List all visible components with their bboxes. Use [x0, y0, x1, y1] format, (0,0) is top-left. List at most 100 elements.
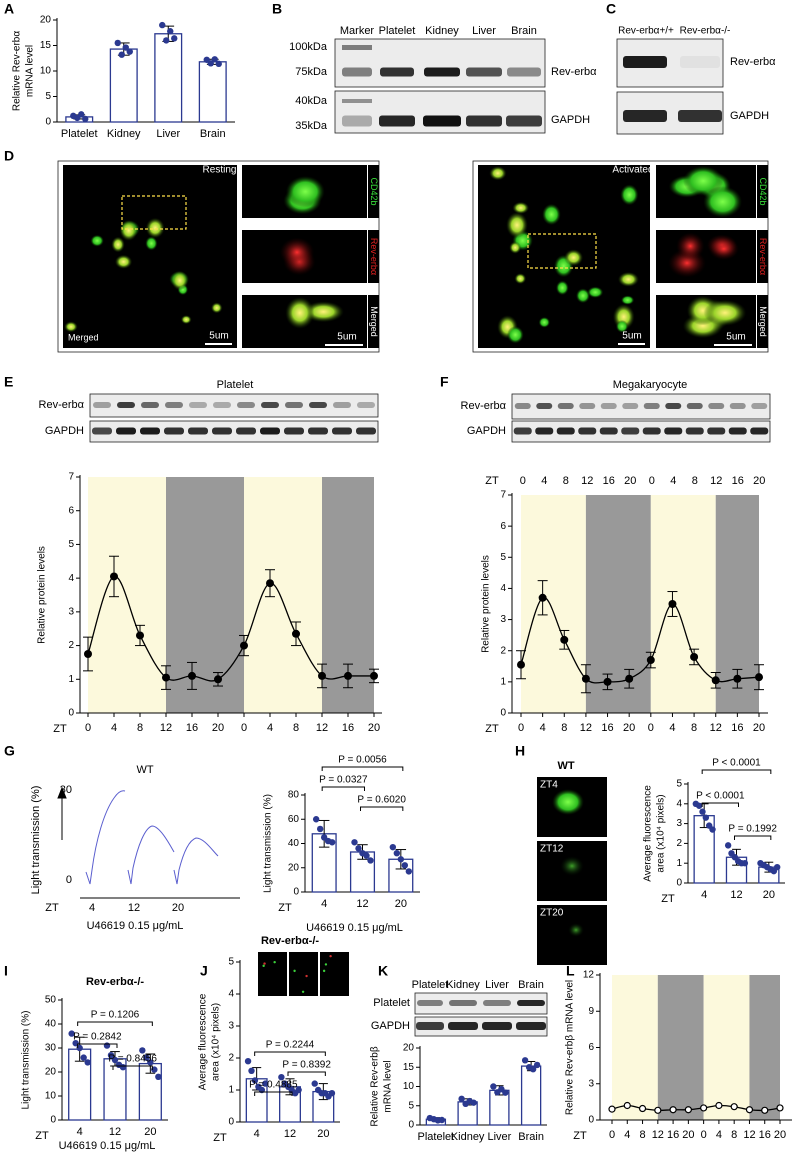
p-value: P = 0.8392 — [282, 1060, 331, 1071]
y-tick-label: 12 — [583, 970, 595, 981]
speck — [263, 962, 266, 965]
data-point — [669, 1106, 677, 1114]
data-point — [188, 671, 196, 680]
lane-label: 12 — [710, 475, 722, 487]
y-tick-label: 5 — [408, 1100, 414, 1111]
lane-label: Brain — [511, 25, 537, 37]
y-tick-label: 6 — [500, 521, 506, 532]
y-tick-label: 3 — [500, 614, 506, 625]
x-tick-label: 0 — [609, 1129, 615, 1141]
phase-band — [88, 477, 166, 713]
y-tick-label: 0 — [408, 1120, 414, 1131]
x-tick-label: 20 — [623, 722, 635, 734]
channel-strip — [368, 295, 379, 348]
data-point — [84, 650, 92, 658]
blot-band — [164, 427, 184, 435]
blot — [511, 420, 771, 443]
blot-band — [535, 427, 554, 435]
y-tick-label: 5 — [228, 957, 234, 968]
data-point — [80, 1054, 87, 1061]
data-point — [690, 652, 699, 661]
data-point — [171, 35, 178, 42]
x-prefix: ZT — [661, 893, 675, 905]
x-tick-label: 4 — [701, 889, 707, 901]
data-point — [700, 1104, 708, 1112]
x-tick-label: Brain — [200, 128, 226, 140]
x-tick-label: 8 — [691, 722, 697, 734]
data-point — [114, 39, 121, 47]
cell — [587, 286, 604, 298]
y-tick-label: 3 — [228, 1021, 234, 1032]
data-point — [262, 1080, 269, 1087]
blot-band — [578, 427, 597, 435]
cell — [211, 302, 223, 314]
title: WT — [557, 760, 574, 772]
x-tick-label: 0 — [85, 722, 91, 734]
p-value: P = 0.4885 — [249, 1080, 298, 1091]
x-tick-label: 12 — [743, 1129, 755, 1141]
data-point — [490, 1083, 497, 1090]
comparison-bracket — [701, 769, 772, 774]
panel-label: K — [378, 963, 388, 979]
data-point — [240, 641, 248, 650]
bar — [198, 61, 227, 123]
blot-band — [685, 427, 704, 435]
condition-title: Resting — [203, 165, 237, 176]
x-tick-label: 20 — [763, 889, 775, 901]
blot-band — [729, 403, 746, 409]
trace — [85, 790, 126, 885]
x-tick-label: 16 — [601, 722, 613, 734]
time-label: 12 — [128, 902, 140, 914]
lane-label: Rev-erbα-/- — [680, 26, 731, 37]
marker-label: 35kDa — [295, 120, 328, 132]
y-label: Relative protein levels — [481, 555, 492, 653]
data-point — [695, 802, 703, 809]
y-tick-label: 0 — [228, 1117, 234, 1128]
data-point — [312, 816, 320, 823]
data-point — [517, 660, 525, 669]
data-point — [711, 676, 720, 685]
blot-band — [556, 427, 575, 435]
x-tick-label: 12 — [710, 722, 722, 734]
blot-band — [643, 403, 660, 409]
scale-label: 30 — [60, 784, 72, 796]
data-point — [118, 51, 125, 58]
blot-band — [579, 403, 596, 409]
time-label: 20 — [172, 902, 184, 914]
cell — [560, 856, 584, 876]
data-point — [367, 857, 374, 864]
cell — [552, 789, 584, 815]
x-tick-label: 12 — [109, 1126, 121, 1138]
data-point — [761, 1106, 769, 1114]
y-label: Relative Rev-erbβ — [370, 1046, 381, 1126]
cell — [514, 273, 527, 285]
speck — [293, 969, 296, 973]
cell — [708, 237, 739, 261]
y-tick-label: 3 — [676, 818, 682, 829]
data-point — [715, 1101, 723, 1110]
data-point — [328, 839, 336, 846]
blot-band — [449, 1000, 477, 1006]
data-point — [581, 674, 590, 683]
cell — [568, 923, 584, 937]
condition-title: Activated — [612, 165, 653, 176]
data-point — [78, 111, 85, 118]
channel-label: Merged — [758, 306, 768, 337]
cell — [538, 316, 551, 328]
lane-label: Liver — [485, 979, 509, 991]
y-tick-label: 0 — [588, 1115, 594, 1126]
panel-label: A — [4, 1, 14, 17]
x-tick-label: Kidney — [107, 128, 141, 140]
phase-band — [585, 495, 651, 713]
data-point — [730, 1103, 738, 1111]
data-point — [603, 677, 612, 686]
data-point — [316, 825, 324, 833]
p-value: P = 0.0056 — [338, 755, 387, 766]
x-tick-label: 12 — [580, 722, 592, 734]
data-point — [318, 671, 326, 680]
x-tick-label: 20 — [144, 1126, 156, 1138]
y-tick-label: 4 — [68, 573, 74, 584]
x-tick-label: 12 — [730, 889, 742, 901]
y-tick-label: 4 — [500, 583, 506, 594]
chart-title: Rev-erbα-/- — [261, 935, 319, 947]
